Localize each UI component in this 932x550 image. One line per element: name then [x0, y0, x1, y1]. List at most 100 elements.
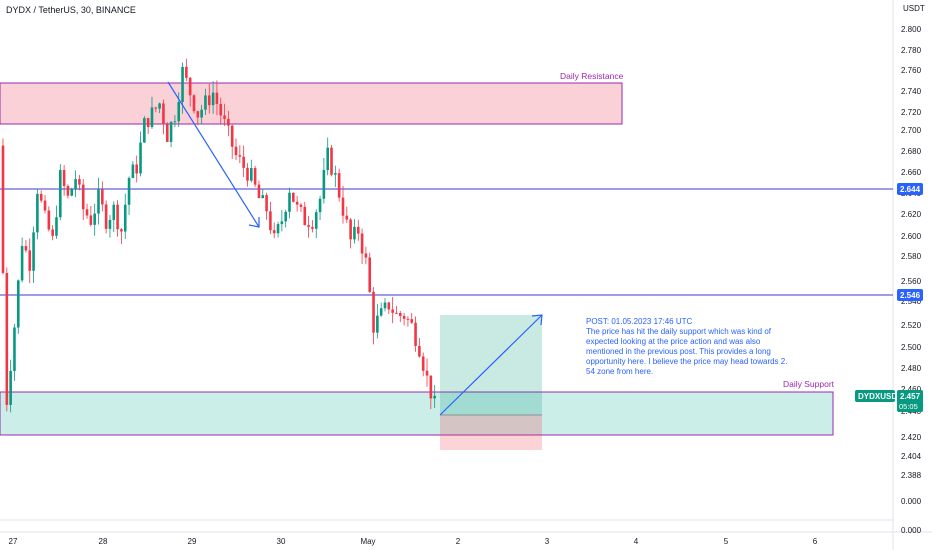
- daily-support-zone[interactable]: [0, 391, 834, 436]
- candle-body: [62, 170, 66, 187]
- candle-body: [93, 213, 96, 225]
- y-tick-label: 2.540: [901, 297, 922, 306]
- y-tick-label: 2.480: [901, 364, 922, 373]
- candle-body: [242, 156, 245, 168]
- daily-resistance-zone[interactable]: [0, 82, 623, 125]
- candle-body: [223, 115, 226, 119]
- candle-body: [143, 118, 146, 143]
- candle-body: [353, 226, 356, 240]
- x-tick-label: 6: [813, 537, 818, 546]
- candle-body: [368, 257, 372, 292]
- candle-body: [146, 118, 150, 128]
- candle-body: [433, 395, 436, 399]
- candle-body: [360, 233, 364, 254]
- annotation-line: The price has hit the daily support whic…: [586, 327, 772, 336]
- time-axis[interactable]: 27 28 29 30 May 2 3 4 5 6: [9, 537, 818, 546]
- candle-body: [257, 184, 261, 199]
- candle-body: [314, 212, 318, 229]
- candle-body: [280, 221, 284, 225]
- candle-body: [387, 302, 391, 310]
- y-tick-label: 2.560: [901, 277, 922, 286]
- candle-body: [311, 226, 314, 229]
- candle-body: [127, 177, 131, 205]
- level-badge-upper: 2.644: [897, 183, 923, 195]
- candle-body: [211, 92, 215, 106]
- post-annotation[interactable]: POST: 01.05.2023 17:46 UTC The price has…: [586, 317, 787, 376]
- annotation-line: mentioned in the previous post. This pro…: [586, 347, 771, 356]
- y-tick-label: 2.740: [901, 87, 922, 96]
- candle-body: [272, 230, 276, 234]
- candle-body: [181, 66, 184, 102]
- candle-body: [123, 204, 127, 232]
- y-tick-label: 2.680: [901, 147, 922, 156]
- x-tick-label: 4: [634, 537, 639, 546]
- candle-body: [410, 319, 414, 323]
- candle-body: [276, 224, 280, 234]
- candle-body: [398, 313, 402, 316]
- y-tick-label: 2.520: [901, 321, 922, 330]
- y-tick-label: 0.000: [901, 497, 922, 506]
- candle-body: [265, 195, 268, 212]
- chart-title: DYDX / TetherUS, 30, BINANCE: [6, 5, 136, 15]
- candle-body: [284, 211, 287, 222]
- long-position-stop-area[interactable]: [440, 415, 542, 450]
- candle-body: [185, 66, 188, 78]
- y-tick-label: 2.600: [901, 232, 922, 241]
- annotation-line: opportunity here. I believe the price ma…: [586, 357, 787, 366]
- x-tick-label: 5: [724, 537, 729, 546]
- candle-body: [154, 107, 158, 109]
- candle-body: [414, 322, 417, 346]
- candle-body: [173, 121, 177, 123]
- candle-body: [246, 167, 249, 181]
- up-arrow[interactable]: [439, 314, 543, 416]
- candle-body: [177, 101, 181, 122]
- candle-body: [188, 77, 192, 96]
- y-tick-label: 2.404: [901, 452, 922, 461]
- candle-body: [24, 246, 28, 251]
- candle-body: [135, 164, 138, 174]
- candle-body: [318, 198, 322, 213]
- candle-body: [158, 103, 161, 109]
- ticker-price-badge: DYDXUSDT 2.457 05:05: [855, 390, 923, 412]
- candle-body: [250, 168, 253, 181]
- candle-body: [192, 95, 196, 112]
- candle-body: [150, 107, 154, 128]
- candle-body: [78, 179, 81, 185]
- down-arrow[interactable]: [167, 81, 260, 228]
- x-tick-label: 28: [99, 537, 108, 546]
- candle-body: [326, 147, 329, 171]
- candle-body: [97, 189, 100, 214]
- annotation-line: 54 zone from here.: [586, 367, 653, 376]
- candle-body: [162, 103, 165, 125]
- y-tick-label: 2.700: [901, 126, 922, 135]
- candle-body: [292, 192, 295, 202]
- candle-body: [5, 272, 9, 405]
- candle-body: [341, 197, 345, 216]
- candle-body: [295, 201, 299, 205]
- candle-body: [372, 291, 375, 333]
- candle-body: [47, 210, 51, 230]
- svg-text:2.644: 2.644: [900, 185, 921, 194]
- candle-body: [9, 370, 12, 405]
- candle-body: [36, 193, 39, 233]
- candle-body: [169, 122, 173, 142]
- candle-body: [81, 184, 85, 210]
- candle-body: [337, 173, 341, 198]
- y-tick-label: 0.000: [901, 526, 922, 535]
- daily-resistance-label: Daily Resistance: [560, 71, 624, 81]
- candle-body: [383, 302, 387, 309]
- candle-body: [131, 164, 135, 178]
- candle-body: [391, 309, 394, 313]
- y-tick-label: 2.760: [901, 66, 922, 75]
- candle-body: [238, 155, 242, 157]
- candle-body: [165, 124, 169, 142]
- x-tick-label: May: [360, 537, 375, 546]
- candle-body: [303, 206, 307, 226]
- annotation-line: POST: 01.05.2023 17:46 UTC: [586, 317, 693, 326]
- y-tick-label: 2.420: [901, 433, 922, 442]
- candle-body: [334, 173, 337, 175]
- price-axis[interactable]: 2.800 2.780 2.760 2.740 2.720 2.700 2.680 2.660…: [901, 25, 922, 535]
- candle-body: [261, 195, 265, 199]
- svg-text:2.546: 2.546: [900, 291, 921, 300]
